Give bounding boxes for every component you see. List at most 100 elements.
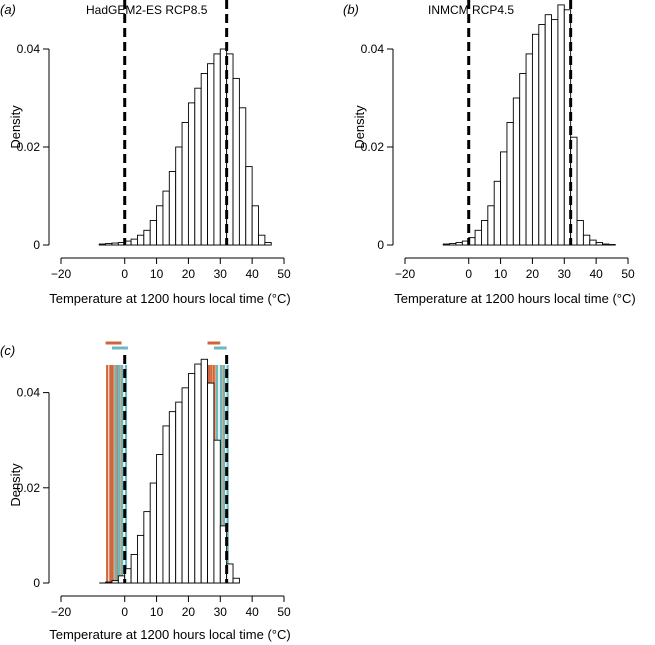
histogram-bar bbox=[200, 358, 208, 584]
histogram-bar bbox=[251, 205, 259, 246]
x-axis-title: Temperature at 1200 hours local time (°C… bbox=[49, 627, 290, 642]
x-axis-title: Temperature at 1200 hours local time (°C… bbox=[49, 291, 290, 306]
histogram-bar bbox=[137, 534, 145, 584]
histogram-bar bbox=[557, 4, 565, 246]
y-tick-label: 0.04 bbox=[17, 386, 41, 400]
histogram-bar bbox=[481, 220, 489, 246]
x-tick-label: 50 bbox=[277, 605, 291, 619]
x-tick-label: 10 bbox=[150, 267, 164, 281]
histogram-bar bbox=[525, 53, 533, 246]
histogram-bar bbox=[181, 387, 189, 584]
x-tick-label: −20 bbox=[51, 267, 72, 281]
y-tick-label: 0.04 bbox=[361, 42, 385, 56]
histogram-bar bbox=[137, 234, 145, 246]
y-tick-label: 0.02 bbox=[361, 140, 385, 154]
histogram-bar bbox=[544, 14, 552, 246]
histogram-bar bbox=[143, 229, 151, 246]
histogram-bar bbox=[506, 122, 514, 246]
histogram-bar bbox=[156, 205, 164, 246]
x-tick-label: 0 bbox=[121, 267, 128, 281]
x-tick-label: 40 bbox=[245, 267, 259, 281]
x-tick-label: 10 bbox=[494, 267, 508, 281]
histogram-bar bbox=[449, 243, 457, 246]
histogram-bar bbox=[130, 553, 138, 584]
y-tick-label: 0 bbox=[33, 238, 40, 252]
x-tick-label: 40 bbox=[589, 267, 603, 281]
x-tick-label: −20 bbox=[51, 605, 72, 619]
x-tick-label: 0 bbox=[465, 267, 472, 281]
histogram-bar bbox=[551, 19, 559, 246]
histogram-bar bbox=[168, 171, 177, 246]
histogram-bar bbox=[200, 73, 208, 246]
panel-label: (b) bbox=[343, 2, 359, 17]
histogram-bar bbox=[105, 243, 113, 246]
y-tick-label: 0 bbox=[377, 238, 384, 252]
panel-title: HadGEM2-ES RCP8.5 bbox=[86, 3, 208, 17]
y-axis-title: Density bbox=[352, 105, 367, 149]
histogram-bar bbox=[442, 243, 451, 246]
histogram-bar bbox=[194, 363, 202, 584]
histogram-bar bbox=[162, 190, 170, 246]
histogram-bar bbox=[258, 234, 266, 246]
histogram-bar bbox=[187, 102, 196, 246]
x-tick-label: 0 bbox=[121, 605, 128, 619]
histogram-bar bbox=[130, 238, 138, 246]
histogram-bar bbox=[175, 401, 183, 584]
histogram-bar bbox=[111, 242, 119, 246]
histogram-bar bbox=[162, 425, 170, 584]
histogram-bar bbox=[105, 581, 113, 584]
histogram-bar bbox=[187, 373, 196, 584]
histogram-bar bbox=[156, 454, 164, 584]
histogram bbox=[98, 48, 272, 246]
y-tick-label: 0.02 bbox=[17, 481, 41, 495]
histogram bbox=[105, 358, 240, 584]
histogram-bar bbox=[512, 97, 521, 246]
panel-title: INMCM RCP4.5 bbox=[428, 3, 514, 17]
x-tick-label: 20 bbox=[526, 267, 540, 281]
histogram-bar bbox=[213, 53, 221, 246]
x-tick-label: 30 bbox=[558, 267, 572, 281]
histogram-bar bbox=[143, 511, 151, 584]
histogram-bar bbox=[207, 382, 215, 584]
histogram-bar bbox=[111, 580, 119, 584]
histogram-bar bbox=[181, 122, 189, 246]
x-tick-label: −20 bbox=[395, 267, 416, 281]
y-tick-label: 0 bbox=[33, 576, 40, 590]
panel-a: 0 0.02 0.04 −20 0 10 20 30 40 50 (a) HadGEM2-ES RCP… bbox=[0, 0, 291, 306]
histogram-bar bbox=[570, 136, 578, 246]
y-axis-title: Density bbox=[8, 463, 23, 507]
histogram-bar bbox=[531, 33, 540, 246]
histogram-bar bbox=[213, 439, 221, 584]
histogram-bar bbox=[175, 146, 183, 246]
x-tick-label: 50 bbox=[277, 267, 291, 281]
histogram-bar bbox=[149, 482, 158, 584]
histogram-bar bbox=[245, 166, 253, 246]
histogram-bar bbox=[595, 242, 603, 246]
histogram-bar bbox=[168, 411, 177, 584]
panel-label: (a) bbox=[0, 2, 16, 17]
histogram-bar bbox=[232, 577, 240, 584]
histogram-bar bbox=[194, 87, 202, 246]
histogram-bar bbox=[582, 234, 591, 246]
histogram-bar bbox=[576, 220, 584, 246]
histogram-bar bbox=[474, 229, 482, 246]
y-axis-title: Density bbox=[8, 105, 23, 149]
histogram-bar bbox=[500, 151, 508, 246]
x-tick-label: 50 bbox=[621, 267, 635, 281]
histogram-bar bbox=[98, 243, 107, 246]
y-tick-label: 0.04 bbox=[17, 42, 41, 56]
histogram-bar bbox=[602, 243, 610, 246]
histogram bbox=[442, 4, 616, 246]
histogram-bar bbox=[519, 73, 527, 246]
histogram-bar bbox=[232, 77, 240, 246]
panel-b: 0 0.02 0.04 −20 0 10 20 30 40 50 (b) INMCM RCP4.5 De… bbox=[343, 0, 636, 306]
histogram-bar bbox=[207, 63, 215, 246]
x-tick-label: 40 bbox=[245, 605, 259, 619]
x-tick-label: 20 bbox=[182, 267, 196, 281]
x-tick-label: 20 bbox=[182, 605, 196, 619]
panel-label: (c) bbox=[0, 343, 15, 358]
histogram-bar bbox=[493, 180, 502, 246]
histogram-bar bbox=[264, 242, 272, 246]
histogram-bar bbox=[589, 239, 597, 246]
